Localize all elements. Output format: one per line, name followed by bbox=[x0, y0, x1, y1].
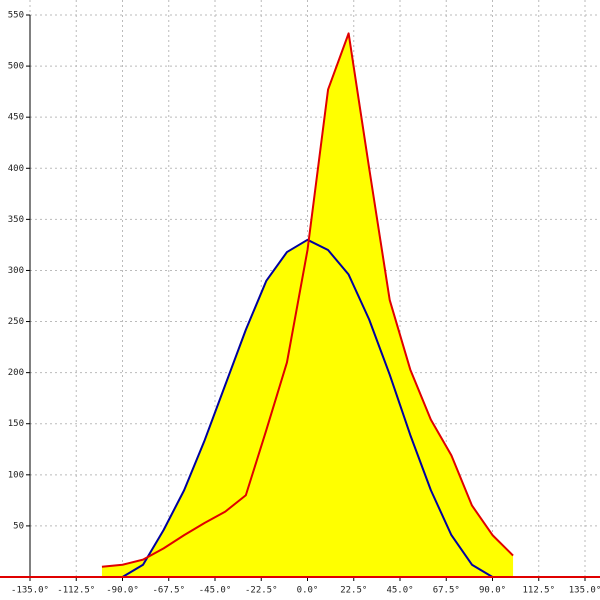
x-tick-label: -22.5° bbox=[245, 586, 278, 596]
x-tick-label: 112.5° bbox=[522, 586, 555, 596]
x-tick-label: -135.0° bbox=[11, 586, 49, 596]
x-tick-label: 90.0° bbox=[479, 586, 506, 596]
y-tick-label: 450 bbox=[8, 113, 24, 123]
y-tick-label: 100 bbox=[8, 470, 24, 480]
y-tick-label: 400 bbox=[8, 164, 24, 174]
x-tick-label: -90.0° bbox=[106, 586, 139, 596]
y-tick-label: 550 bbox=[8, 11, 24, 21]
x-tick-label: 22.5° bbox=[340, 586, 367, 596]
y-tick-label: 200 bbox=[8, 368, 24, 378]
y-tick-label: 250 bbox=[8, 317, 24, 327]
x-tick-label: -112.5° bbox=[57, 586, 95, 596]
x-tick-label: -45.0° bbox=[199, 586, 232, 596]
x-tick-label: -67.5° bbox=[152, 586, 185, 596]
y-tick-label: 50 bbox=[13, 521, 24, 531]
y-tick-label: 150 bbox=[8, 419, 24, 429]
area bbox=[101, 33, 514, 578]
x-tick-label: 67.5° bbox=[433, 586, 460, 596]
y-tick-label: 500 bbox=[8, 62, 24, 72]
x-tick-label: 45.0° bbox=[386, 586, 413, 596]
x-tick-label: 135.0° bbox=[569, 586, 600, 596]
y-tick-label: 350 bbox=[8, 215, 24, 225]
line bbox=[101, 238, 514, 578]
line bbox=[101, 32, 514, 568]
x-tick-label: 0.0° bbox=[297, 586, 319, 596]
y-tick-label: 300 bbox=[8, 266, 24, 276]
